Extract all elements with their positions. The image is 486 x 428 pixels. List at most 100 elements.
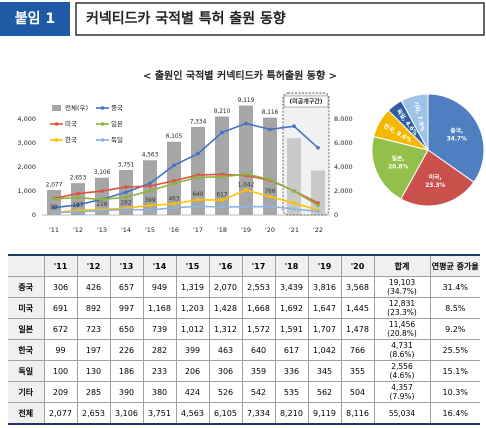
line [53, 122, 319, 209]
pie-slice [400, 93, 429, 151]
line [53, 205, 319, 214]
bar [215, 116, 229, 215]
line-point [52, 205, 56, 210]
row-label: 전체 [8, 402, 45, 425]
cell: 526 [208, 381, 243, 403]
data-label: 282 [120, 201, 131, 207]
column-header: '16 [208, 254, 243, 277]
legend-label: 독일 [111, 135, 123, 144]
line-point [124, 190, 128, 195]
line-point [148, 181, 152, 186]
cell: 100 [43, 360, 78, 382]
cell: 2,077 [43, 402, 78, 425]
row-label: 미국 [8, 297, 45, 319]
data-label: 1,042 [238, 182, 255, 188]
legend-swatch [100, 106, 105, 110]
data-label: 9,119 [238, 98, 255, 104]
cell: 1,319 [175, 276, 210, 298]
line-point [292, 207, 296, 211]
cell: 8,210 [274, 402, 309, 425]
cell: 657 [109, 276, 144, 298]
legend-label: 중국 [111, 104, 123, 112]
cell: 766 [340, 339, 375, 361]
bar [47, 190, 61, 215]
line-point [148, 203, 152, 208]
total-cell: 2,556 (4.6%) [373, 360, 431, 382]
cell: 542 [241, 381, 276, 403]
line-point [124, 207, 128, 212]
column-header: '19 [307, 254, 342, 277]
y2-tick-label: 8,000 [334, 115, 353, 123]
line-point [316, 203, 320, 208]
row-label: 일본 [8, 318, 45, 340]
annotation-box [283, 95, 329, 108]
cell: 723 [76, 318, 111, 340]
legend-swatch [52, 105, 61, 111]
line-point [268, 204, 272, 209]
x-tick-label: '20 [265, 226, 275, 234]
cell: 1,707 [307, 318, 342, 340]
x-tick-label: '19 [241, 226, 251, 234]
line-point [76, 202, 80, 207]
line-point [100, 189, 104, 193]
undisclosed-region [282, 92, 330, 216]
table-row: 중국 306 426 657 949 1,319 2,070 2,553 3,439 3,816 3… [8, 276, 480, 298]
data-label: 8,116 [262, 110, 279, 116]
y-tick-label: 0 [32, 211, 36, 219]
line-point [52, 197, 56, 201]
cell: 345 [307, 360, 342, 382]
cell: 1,478 [340, 318, 375, 340]
cell: 1,572 [241, 318, 276, 340]
data-label: 2,077 [46, 183, 63, 189]
data-label: 399 [144, 198, 155, 204]
line-point [76, 191, 80, 196]
cagr-cell: 10.3% [429, 381, 480, 403]
pie-label-value: 34.7% [447, 137, 467, 143]
line-point [268, 194, 272, 199]
y2-tick-label: 0 [334, 211, 338, 219]
total-share: (8.6%) [389, 350, 415, 359]
line-point [292, 189, 296, 193]
x-tick-label: '12 [73, 226, 83, 234]
pie-label: 기타,7.9% [412, 100, 427, 132]
data-label: 2,653 [70, 176, 87, 182]
pie-label-value: 23.3% [425, 183, 445, 189]
line-point [268, 127, 272, 132]
x-tick-label: '21 [289, 226, 299, 234]
legend-label: 일본 [111, 119, 123, 128]
legend-swatch [100, 138, 105, 142]
total-value: 2,556 [391, 362, 413, 371]
cell: 336 [274, 360, 309, 382]
line-point [196, 197, 200, 202]
line-point [268, 177, 272, 182]
total-cell: 55,034 [373, 402, 431, 425]
cell: 1,668 [241, 297, 276, 319]
column-header: '17 [241, 254, 276, 277]
line-point [244, 188, 248, 192]
line-point [244, 204, 248, 209]
cell: 562 [307, 381, 342, 403]
cell: 3,816 [307, 276, 342, 298]
figure: 붙임 1 커넥티드카 국적별 특허 출원 동향 < 출원인 국적별 커넥티드카 … [0, 2, 485, 234]
cell: 463 [208, 339, 243, 361]
total-value: 11,456 [388, 320, 416, 329]
line-point [172, 202, 176, 206]
cell: 390 [109, 381, 144, 403]
column-header: '12 [76, 254, 111, 277]
y2-tick-label: 4,000 [334, 163, 353, 171]
legend-label: 한국 [65, 136, 77, 144]
cell: 7,334 [241, 402, 276, 425]
total-value: 4,357 [391, 383, 413, 392]
line-point [220, 130, 224, 135]
cell: 949 [142, 276, 177, 298]
column-header: 합계 [373, 254, 431, 277]
title-box [75, 2, 485, 36]
line-point [52, 210, 56, 215]
data-label: 640 [192, 192, 203, 198]
data-label: 617 [216, 193, 227, 199]
data-label: 463 [168, 196, 179, 202]
table-row: 독일 100 130 186 233 206 306 359 336 345 355 2,556 (4.… [8, 360, 480, 382]
total-share: (34.7%) [387, 287, 417, 296]
line-point [316, 146, 320, 150]
line [53, 173, 319, 207]
